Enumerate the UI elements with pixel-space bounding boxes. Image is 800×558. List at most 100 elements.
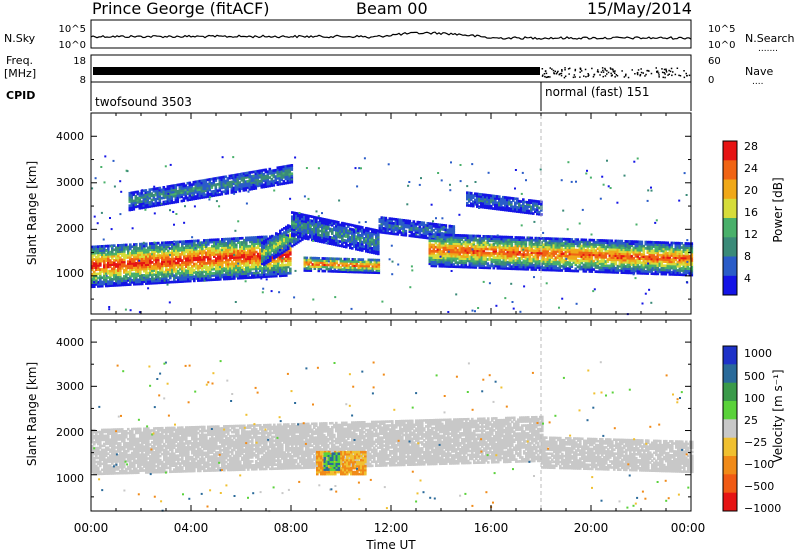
power-cell	[135, 266, 138, 269]
power-cell	[223, 277, 226, 281]
power-cell	[257, 275, 260, 279]
power-cell	[141, 265, 144, 269]
power-cell	[315, 222, 318, 226]
power-cell	[390, 232, 394, 235]
power-cell	[295, 240, 298, 243]
frequency-sample	[573, 74, 576, 76]
power-cell	[153, 252, 156, 256]
power-cell	[253, 263, 256, 267]
power-cell	[139, 253, 142, 256]
power-cell	[165, 256, 168, 259]
power-cell	[414, 228, 418, 232]
power-cell	[460, 248, 464, 252]
power-cell	[369, 271, 373, 274]
power-cell	[428, 237, 432, 240]
power-cell	[243, 272, 246, 276]
power-cell	[337, 270, 341, 273]
power-cell	[103, 247, 106, 250]
power-cell	[217, 261, 220, 264]
freq-tick-top: 18	[73, 56, 86, 67]
power-cell	[361, 247, 364, 250]
power-cell	[223, 246, 226, 249]
power-cell	[119, 267, 122, 270]
power-cell	[369, 258, 373, 262]
power-cell	[123, 268, 126, 272]
power-cell	[217, 265, 220, 269]
power-cell	[241, 245, 244, 248]
power-cell	[454, 244, 458, 248]
power-cell	[127, 247, 130, 251]
power-cell	[207, 266, 210, 269]
power-cell	[321, 228, 324, 231]
power-cell	[113, 284, 116, 287]
power-cell	[365, 262, 369, 266]
power-cell	[442, 252, 446, 256]
power-cell	[93, 276, 96, 280]
power-cell	[219, 244, 222, 248]
power-cell	[285, 229, 288, 233]
power-cell	[155, 260, 158, 264]
power-cell	[402, 219, 406, 222]
power-cell	[382, 222, 386, 226]
power-cell	[349, 236, 352, 239]
power-cell	[139, 242, 142, 246]
power-cell	[460, 265, 464, 269]
power-cell	[279, 274, 282, 278]
power-cell	[191, 244, 194, 247]
power-cell	[207, 268, 210, 271]
power-cell	[153, 269, 156, 272]
frequency-sample	[668, 69, 670, 72]
power-cell	[247, 255, 250, 259]
power-cell	[165, 243, 168, 247]
power-cell	[129, 279, 132, 282]
power-cell	[233, 268, 236, 272]
power-cell	[386, 219, 390, 222]
power-cell	[121, 283, 124, 287]
power-cell	[135, 264, 138, 267]
power-cell	[207, 249, 210, 252]
power-cell	[327, 241, 330, 245]
power-cell	[213, 263, 216, 267]
power-cell	[225, 258, 228, 262]
power-cell	[428, 260, 432, 263]
power-cell	[281, 263, 284, 267]
power-cell	[207, 278, 210, 282]
power-cell	[367, 242, 370, 245]
power-cell	[259, 261, 262, 264]
power-cell	[243, 259, 246, 263]
power-cell	[448, 228, 452, 232]
power-cell	[125, 281, 128, 284]
power-cell	[209, 266, 212, 269]
power-cell	[257, 267, 260, 271]
power-cell	[235, 249, 238, 253]
power-cell	[249, 240, 252, 244]
power-cell	[341, 221, 344, 225]
power-cell	[187, 252, 190, 256]
power-cell	[349, 246, 352, 250]
power-cell	[390, 219, 394, 223]
power-cell	[261, 243, 264, 247]
power-cell	[367, 244, 370, 247]
power-cell	[257, 238, 260, 241]
power-cell	[127, 254, 130, 257]
power-cell	[367, 227, 370, 230]
power-cell	[297, 212, 300, 216]
power-cell	[283, 270, 286, 273]
power-cell	[434, 256, 438, 259]
power-cell	[319, 265, 323, 269]
power-cell	[323, 234, 326, 238]
power-cell	[251, 248, 254, 252]
power-cell	[365, 247, 368, 251]
power-cell	[279, 238, 282, 241]
power-cell	[303, 232, 306, 236]
frequency-sample	[600, 71, 603, 73]
power-cell	[390, 228, 394, 231]
power-cell	[193, 252, 196, 255]
power-cell	[141, 267, 144, 271]
power-cell	[103, 278, 106, 282]
power-cell	[317, 223, 320, 226]
power-cell	[215, 244, 218, 248]
power-cell	[297, 220, 300, 224]
power-cell	[177, 276, 180, 279]
power-cell	[287, 226, 290, 230]
